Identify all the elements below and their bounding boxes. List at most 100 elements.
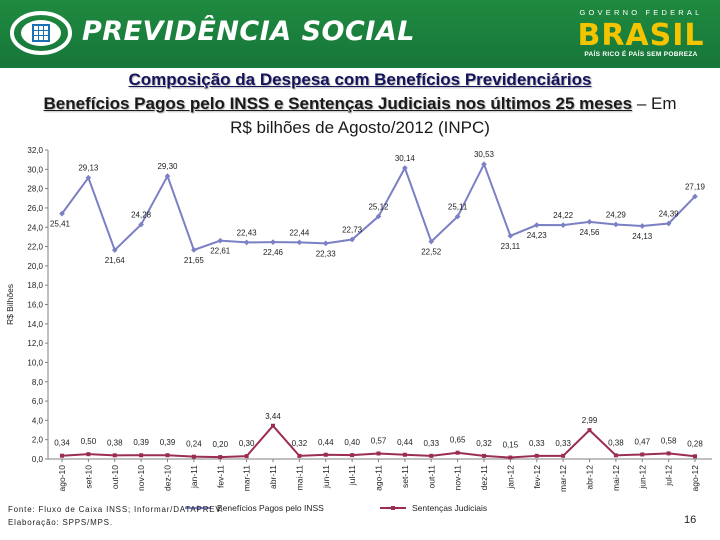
previdencia-logo-icon xyxy=(10,11,72,55)
data-label: 0,39 xyxy=(160,438,176,447)
source-note: Fonte: Fluxo de Caixa INSS; Informar/DAT… xyxy=(8,505,224,514)
data-point xyxy=(429,453,434,458)
data-point xyxy=(218,455,223,460)
data-label: 24,39 xyxy=(659,209,680,218)
x-tick-label: ago-10 xyxy=(57,465,67,492)
data-point xyxy=(111,247,118,253)
x-tick-label: set-10 xyxy=(83,465,93,489)
y-tick-label: 6,0 xyxy=(32,397,44,406)
data-point xyxy=(693,454,697,459)
data-point xyxy=(86,452,91,457)
data-label: 3,44 xyxy=(265,412,281,421)
y-tick-label: 26,0 xyxy=(27,204,43,213)
data-point xyxy=(613,221,619,228)
brand-name: PREVIDÊNCIA SOCIAL xyxy=(82,16,415,47)
data-point xyxy=(561,453,566,458)
data-point xyxy=(402,452,407,457)
data-label: 0,32 xyxy=(476,439,492,448)
data-label: 30,53 xyxy=(474,150,495,159)
data-point xyxy=(508,455,513,460)
x-tick-label: fev-11 xyxy=(215,465,225,488)
y-tick-label: 28,0 xyxy=(27,185,43,194)
data-label: 25,41 xyxy=(50,220,71,229)
data-label: 0,33 xyxy=(555,439,571,448)
line-chart: 0,0 2,0 4,0 6,0 8,0 10,0 12,0 14,0 16,0 18,0 20,0 2… xyxy=(5,146,712,513)
data-label: 21,65 xyxy=(184,256,205,265)
data-label: 0,20 xyxy=(212,440,228,449)
data-point xyxy=(613,453,618,458)
data-label: 0,33 xyxy=(529,439,545,448)
data-point xyxy=(586,219,593,225)
x-tick-label: dez-10 xyxy=(163,465,173,491)
page-number: 16 xyxy=(684,514,697,526)
data-label: 0,30 xyxy=(239,439,255,448)
governo-federal-logo: GOVERNO FEDERAL BRASIL PAÍS RICO É PAÍS … xyxy=(568,4,714,64)
y-tick-label: 20,0 xyxy=(27,262,43,271)
data-label: 25,12 xyxy=(368,202,389,211)
data-label: 23,11 xyxy=(501,242,521,251)
data-point xyxy=(692,193,698,200)
y-tick-label: 16,0 xyxy=(27,301,43,310)
data-point xyxy=(665,220,672,227)
data-label: 0,44 xyxy=(397,438,413,447)
y-tick-label: 2,0 xyxy=(32,436,44,445)
data-label: 0,39 xyxy=(133,438,149,447)
legend-marker xyxy=(391,506,395,510)
data-point xyxy=(217,237,224,244)
data-label: 29,30 xyxy=(157,162,178,171)
data-point xyxy=(271,423,275,428)
x-tick-label: mar-12 xyxy=(558,465,568,492)
data-point xyxy=(138,221,144,228)
y-tick-label: 8,0 xyxy=(32,378,44,387)
x-tick-label: mai-11 xyxy=(294,465,304,491)
title-line-2-bold: Benefícios Pagos pelo INSS e Sentenças J… xyxy=(43,94,633,113)
x-tick-label: out-10 xyxy=(110,465,120,489)
y-tick-label: 22,0 xyxy=(27,243,43,252)
data-label: 24,13 xyxy=(632,232,653,241)
data-point xyxy=(191,454,196,459)
y-tick-label: 32,0 xyxy=(27,146,43,155)
data-point xyxy=(666,451,671,456)
data-label: 0,28 xyxy=(687,439,703,448)
data-point xyxy=(323,452,328,457)
data-label: 24,22 xyxy=(553,211,574,220)
data-point xyxy=(533,222,540,228)
x-tick-label: set-11 xyxy=(400,465,410,488)
data-label: 22,44 xyxy=(289,228,310,237)
data-point xyxy=(139,453,144,458)
legend-label: Sentenças Judiciais xyxy=(412,503,487,513)
data-label: 0,57 xyxy=(371,436,387,445)
gov-brand: BRASIL xyxy=(577,18,705,53)
data-point xyxy=(455,450,460,455)
data-point xyxy=(60,453,64,458)
x-tick-label: mai-12 xyxy=(611,465,621,491)
x-tick-label: abr-11 xyxy=(268,465,278,489)
x-tick-label: nov-11 xyxy=(453,465,463,491)
data-label: 0,44 xyxy=(318,438,334,447)
data-label: 0,33 xyxy=(423,439,439,448)
x-tick-label: fev-12 xyxy=(532,465,542,489)
x-tick-label: jan-11 xyxy=(189,465,199,489)
data-label: 0,65 xyxy=(450,436,466,445)
y-tick-label: 30,0 xyxy=(27,165,43,174)
data-label: 29,13 xyxy=(78,164,99,173)
data-point xyxy=(270,239,276,245)
y-axis-label: R$ Bilhões xyxy=(5,284,15,325)
data-label: 0,15 xyxy=(503,441,519,450)
x-tick-label: abr-12 xyxy=(585,465,595,490)
data-label: 0,40 xyxy=(344,438,360,447)
x-tick-label: jul-11 xyxy=(347,465,357,486)
data-label: 0,47 xyxy=(634,437,650,446)
data-label: 22,61 xyxy=(210,247,231,256)
x-tick-label: jan-12 xyxy=(505,465,515,490)
data-point xyxy=(164,173,171,179)
data-point xyxy=(376,451,381,456)
data-point xyxy=(640,452,645,457)
data-label: 0,50 xyxy=(81,437,97,446)
data-point xyxy=(191,247,197,253)
data-label: 30,14 xyxy=(395,154,416,163)
data-label: 0,58 xyxy=(661,436,677,445)
x-tick-label: ago-12 xyxy=(690,465,700,492)
data-label: 24,28 xyxy=(131,211,152,220)
data-label: 24,56 xyxy=(579,228,600,237)
